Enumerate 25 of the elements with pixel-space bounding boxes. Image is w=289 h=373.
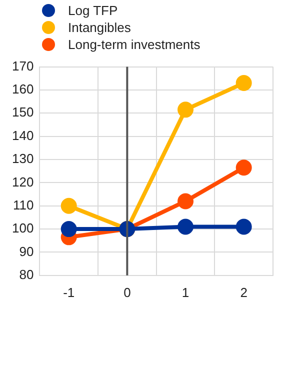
x-tick-label: -1 xyxy=(63,284,75,300)
legend-label: Long-term investments xyxy=(68,37,200,52)
y-tick-label: 110 xyxy=(12,197,34,212)
legend-label: Log TFP xyxy=(68,3,118,18)
y-tick-label: 90 xyxy=(19,244,34,259)
point xyxy=(60,198,77,214)
point xyxy=(236,218,252,235)
legend-label: Intangibles xyxy=(68,20,131,35)
y-tick-label: 80 xyxy=(19,266,34,282)
point xyxy=(178,102,194,118)
y-tick-label: 130 xyxy=(12,151,34,166)
point xyxy=(60,221,77,238)
point xyxy=(236,75,252,92)
x-tick-label: 1 xyxy=(182,284,190,300)
point xyxy=(178,218,194,235)
point xyxy=(236,160,252,176)
x-tick-label: 0 xyxy=(124,284,131,300)
y-tick-label: 160 xyxy=(12,82,34,97)
x-tick-label: 2 xyxy=(240,284,248,300)
y-tick-label: 170 xyxy=(12,58,34,74)
y-tick-label: 120 xyxy=(12,174,34,190)
y-tick-label: 100 xyxy=(12,220,34,236)
y-tick-label: 140 xyxy=(12,128,34,143)
y-tick-label: 150 xyxy=(12,104,34,120)
point xyxy=(178,193,194,210)
